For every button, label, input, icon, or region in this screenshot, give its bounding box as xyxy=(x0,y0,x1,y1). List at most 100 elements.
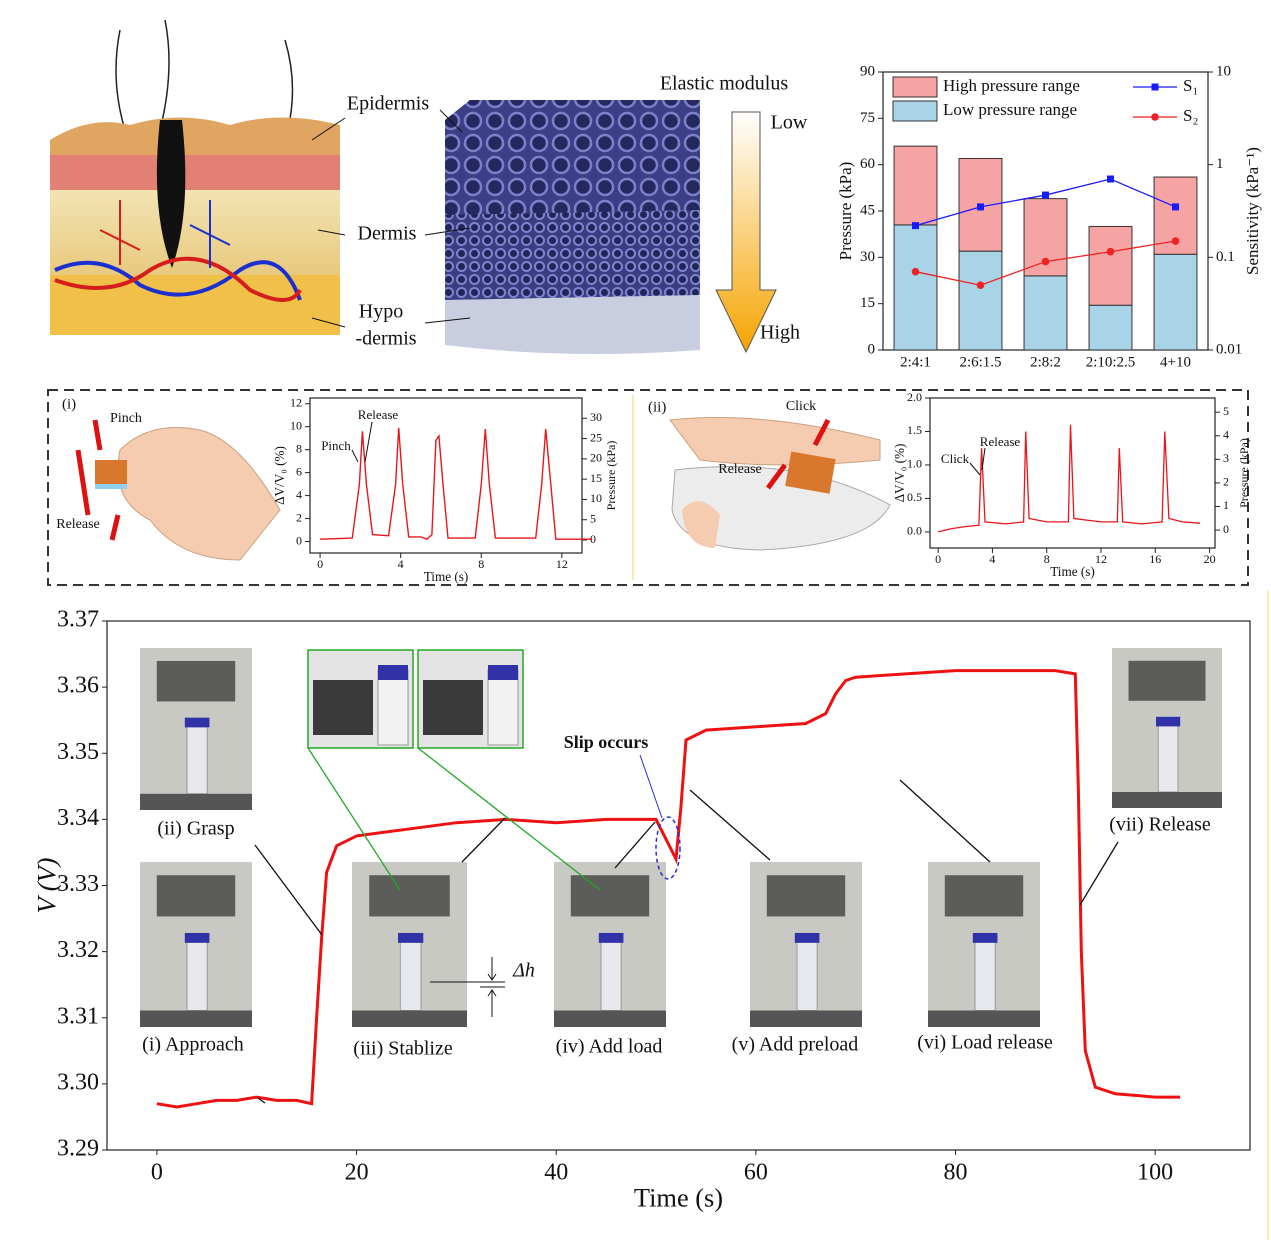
connector xyxy=(254,844,323,936)
connector xyxy=(689,789,771,861)
x-tick-label: 20 xyxy=(345,1160,369,1186)
y-axis-title: Pressure (kPa) xyxy=(836,162,855,261)
x-tick-label: 60 xyxy=(744,1160,768,1186)
y2-tick-label: 2 xyxy=(1223,475,1229,489)
panel-label: (ii) xyxy=(648,399,666,415)
y-axis-title: ΔV/V₀ (%) xyxy=(272,446,287,505)
slip-marker xyxy=(655,816,681,880)
point xyxy=(1042,191,1049,199)
x-tick-label: 20 xyxy=(1204,552,1216,566)
x-tick-label: 4+10 xyxy=(1160,354,1191,370)
x-tick-label: 12 xyxy=(556,557,568,571)
legend-label: S₁ xyxy=(1183,76,1198,95)
annotation: Δh xyxy=(512,960,535,982)
photo-detail xyxy=(399,935,422,1011)
annotation: (iv) Add load xyxy=(556,1036,663,1058)
pointer xyxy=(439,109,463,133)
data-line xyxy=(156,669,1181,1109)
connector xyxy=(461,817,506,863)
x-axis-title: Time (s) xyxy=(634,1182,723,1212)
y-tick-label: 15 xyxy=(860,295,875,311)
pointer xyxy=(351,449,359,463)
legend-marker xyxy=(1151,113,1159,121)
y2-tick-label: 25 xyxy=(590,430,602,444)
y-tick-label: 10 xyxy=(290,418,302,432)
annotation: Slip occurs xyxy=(564,732,649,752)
y-axis-title: ΔV/V₀ (%) xyxy=(892,444,907,503)
bar-segment xyxy=(893,224,938,351)
photo-detail xyxy=(944,875,1024,917)
y2-tick-label: 0 xyxy=(1223,522,1229,536)
photo-detail xyxy=(972,932,998,943)
y2-tick-label: 1 xyxy=(1216,156,1224,172)
point xyxy=(1041,257,1050,266)
x-tick-label: 0 xyxy=(317,557,323,571)
x-axis-title: Time (s) xyxy=(424,569,469,584)
photo-detail xyxy=(1157,719,1179,793)
skin-illustration xyxy=(50,19,340,335)
y2-axis-title: Sensitivity (kPa⁻¹) xyxy=(1243,147,1262,275)
x-axis-title: Time (s) xyxy=(1050,564,1095,579)
photo-detail xyxy=(186,935,208,1011)
pointer xyxy=(311,117,346,141)
y2-tick-label: 0.01 xyxy=(1216,341,1242,357)
y-tick-label: 4 xyxy=(296,487,302,501)
photo-detail xyxy=(554,1010,666,1027)
legend-marker xyxy=(1151,83,1159,91)
bar-segment xyxy=(893,145,938,226)
label: Pinch xyxy=(110,411,142,426)
y2-tick-label: 1 xyxy=(1223,498,1229,512)
inset-detail xyxy=(487,669,519,746)
connector xyxy=(257,1097,266,1104)
x-tick-label: 40 xyxy=(544,1160,568,1186)
legend-swatch xyxy=(892,76,938,98)
x-tick-label: 2:6:1.5 xyxy=(959,354,1001,370)
y-tick-label: 1.0 xyxy=(907,457,922,471)
y2-tick-label: 5 xyxy=(1223,404,1229,418)
y-tick-label: 2 xyxy=(296,510,302,524)
y-tick-label: 3.32 xyxy=(57,937,99,963)
photo-detail xyxy=(140,1010,252,1027)
panel-label: (i) xyxy=(62,396,76,412)
photo-detail xyxy=(140,793,252,810)
connector xyxy=(614,821,656,869)
photo-detail xyxy=(352,1010,467,1027)
photo-detail xyxy=(766,875,846,917)
pointer xyxy=(639,754,663,819)
legend-swatch xyxy=(892,100,938,122)
photo-detail xyxy=(1156,716,1181,727)
label: Release xyxy=(56,517,100,532)
y2-tick-label: 10 xyxy=(590,491,602,505)
photo-detail xyxy=(156,875,236,917)
y-tick-label: 3.33 xyxy=(57,871,99,897)
dimension xyxy=(487,957,497,1017)
pointer xyxy=(317,229,346,236)
x-tick-label: 4 xyxy=(989,552,995,566)
foam-illustration xyxy=(445,100,700,354)
y-tick-label: 8 xyxy=(296,441,302,455)
y-tick-label: 12 xyxy=(290,395,302,409)
annotation: (vi) Load release xyxy=(917,1032,1053,1054)
legend-label: High pressure range xyxy=(943,76,1080,95)
photo-detail xyxy=(794,932,820,943)
y-tick-label: 75 xyxy=(860,110,875,126)
y-tick-label: 3.34 xyxy=(57,805,99,831)
y-axis-title: V (V) xyxy=(31,858,61,914)
x-tick-label: 0 xyxy=(935,552,941,566)
plot-frame xyxy=(106,620,1251,1151)
y2-tick-label: 3 xyxy=(1223,451,1229,465)
photo-detail xyxy=(1128,660,1206,701)
x-tick-label: 12 xyxy=(1095,552,1107,566)
hand-illustration xyxy=(75,417,891,561)
y-tick-label: 30 xyxy=(860,249,875,265)
pointer xyxy=(424,227,471,236)
inset-detail xyxy=(377,669,409,746)
y2-tick-label: 20 xyxy=(590,451,602,465)
modulus-arrow xyxy=(715,111,777,354)
plot-frame xyxy=(309,397,583,554)
pointer xyxy=(424,317,471,324)
y-tick-label: 0.0 xyxy=(907,524,922,538)
x-tick-label: 4 xyxy=(398,557,404,571)
